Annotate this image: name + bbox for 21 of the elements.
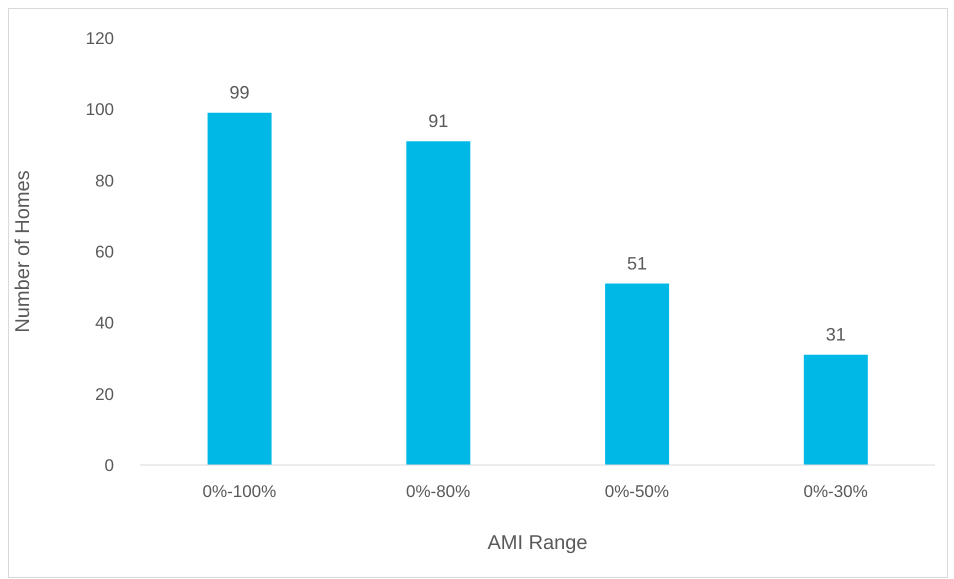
y-axis-title: Number of Homes bbox=[12, 170, 34, 333]
data-label: 31 bbox=[826, 324, 846, 345]
bar bbox=[804, 354, 868, 465]
y-tick-label: 80 bbox=[95, 171, 114, 190]
data-label: 99 bbox=[230, 82, 250, 103]
data-label: 91 bbox=[428, 111, 448, 132]
x-axis-title: AMI Range bbox=[487, 532, 588, 554]
x-tick-label: 0%-100% bbox=[202, 482, 276, 502]
y-tick-label: 40 bbox=[95, 314, 114, 333]
x-tick-label: 0%-50% bbox=[604, 482, 670, 502]
bar bbox=[406, 141, 470, 465]
x-tick-label: 0%-30% bbox=[803, 482, 868, 502]
bar bbox=[605, 284, 670, 465]
x-tick-label: 0%-80% bbox=[406, 482, 470, 502]
y-tick-label: 0 bbox=[104, 456, 114, 476]
y-tick-label: 100 bbox=[86, 100, 114, 120]
bar bbox=[208, 112, 272, 465]
data-label: 51 bbox=[627, 254, 648, 274]
y-tick-label: 20 bbox=[95, 384, 114, 404]
y-tick-label: 120 bbox=[86, 29, 114, 48]
y-tick-label: 60 bbox=[95, 242, 114, 262]
